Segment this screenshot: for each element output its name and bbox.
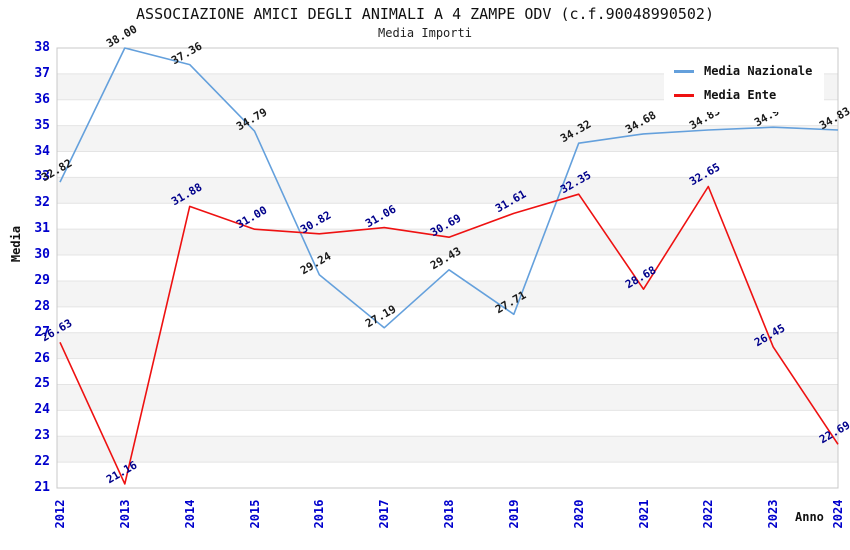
x-tick-label: 2016 — [312, 499, 327, 529]
x-axis-title: Anno — [795, 510, 824, 524]
grid-band — [57, 229, 838, 256]
y-tick-label: 26 — [34, 350, 50, 366]
y-tick-label: 32 — [34, 195, 50, 211]
y-tick-label: 23 — [34, 428, 50, 444]
plot-border — [56, 47, 839, 489]
legend-item: Media Ente — [674, 83, 812, 107]
x-tick-label: 2021 — [636, 499, 651, 529]
legend-label: Media Ente — [704, 88, 777, 102]
x-tick-label: 2015 — [247, 499, 262, 529]
grid-band — [57, 436, 838, 463]
legend-label: Media Nazionale — [704, 64, 813, 78]
chart-title: ASSOCIAZIONE AMICI DEGLI ANIMALI A 4 ZAM… — [136, 5, 714, 23]
x-tick-label: 2013 — [117, 499, 132, 529]
legend: Media Nazionale Media Ente — [664, 54, 825, 112]
grid-band — [57, 177, 838, 204]
grid-band — [57, 280, 838, 307]
y-tick-label: 31 — [34, 221, 50, 237]
y-tick-label: 25 — [34, 376, 50, 392]
y-tick-label: 35 — [34, 117, 50, 133]
grid-band — [57, 384, 838, 411]
x-tick-label: 2019 — [506, 499, 521, 529]
y-tick-label: 34 — [34, 143, 50, 159]
y-tick-label: 37 — [34, 65, 50, 81]
y-tick-label: 29 — [34, 272, 50, 288]
y-tick-label: 27 — [34, 324, 50, 340]
x-tick-label: 2022 — [701, 499, 716, 529]
x-tick-label: 2024 — [831, 499, 845, 529]
y-tick-label: 38 — [34, 40, 50, 55]
y-tick-label: 30 — [34, 247, 50, 263]
legend-swatch-icon — [674, 93, 694, 97]
chart-subtitle: Media Importi — [378, 26, 472, 40]
y-tick-label: 22 — [34, 454, 50, 470]
y-tick-label: 33 — [34, 169, 50, 185]
x-tick-label: 2020 — [571, 499, 586, 529]
x-tick-label: 2018 — [442, 499, 456, 529]
y-tick-label: 21 — [34, 480, 50, 495]
x-tick-label: 2017 — [377, 499, 392, 529]
legend-swatch-icon — [674, 69, 694, 73]
x-tick-label: 2012 — [53, 499, 67, 529]
y-tick-label: 28 — [34, 298, 50, 314]
legend-item: Media Nazionale — [674, 59, 812, 83]
y-tick-label: 24 — [34, 402, 50, 418]
series-line-media-ente — [59, 185, 839, 485]
y-axis-title: Media — [9, 225, 23, 263]
series-line-media-nazionale — [59, 47, 839, 329]
x-tick-label: 2014 — [182, 499, 197, 529]
y-tick-label: 36 — [34, 91, 50, 107]
x-tick-label: 2023 — [766, 499, 781, 529]
grid-band — [57, 332, 838, 359]
